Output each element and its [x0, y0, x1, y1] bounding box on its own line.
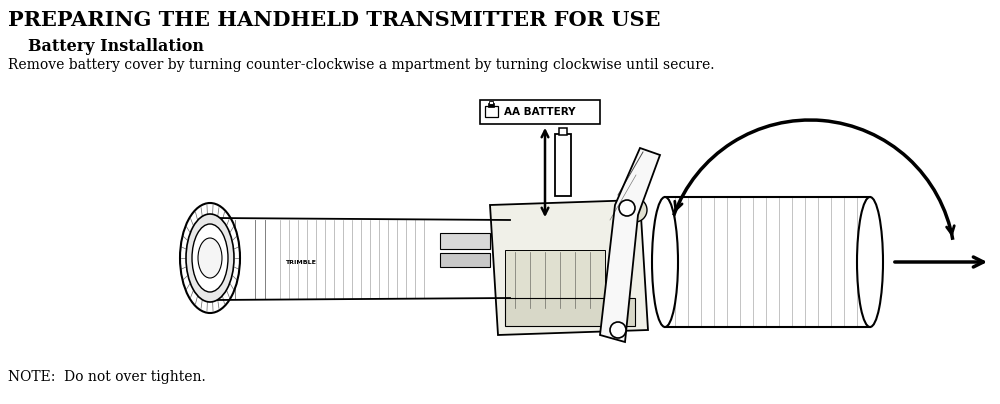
Ellipse shape [857, 197, 883, 327]
Polygon shape [600, 148, 660, 342]
Polygon shape [490, 200, 648, 335]
Text: TRIMBLE: TRIMBLE [285, 261, 315, 265]
Text: PREPARING THE HANDHELD TRANSMITTER FOR USE: PREPARING THE HANDHELD TRANSMITTER FOR U… [8, 10, 660, 30]
Text: AA BATTERY: AA BATTERY [504, 107, 576, 117]
Bar [505, 298, 635, 326]
Bar [440, 253, 490, 267]
Ellipse shape [192, 224, 228, 292]
Ellipse shape [186, 214, 234, 302]
Text: Remove battery cover by turning counter-clockwise a mpartment by turning clockwi: Remove battery cover by turning counter-… [8, 58, 714, 72]
Bar [488, 103, 494, 107]
Bar [440, 233, 490, 249]
Bar [505, 250, 605, 310]
Ellipse shape [610, 322, 626, 338]
Bar [555, 134, 571, 196]
Text: NOTE:  Do not over tighten.: NOTE: Do not over tighten. [8, 370, 206, 384]
Bar [485, 106, 498, 117]
Ellipse shape [180, 203, 240, 313]
Text: Battery Installation: Battery Installation [28, 38, 204, 55]
Bar [559, 128, 567, 135]
Polygon shape [215, 218, 510, 300]
Ellipse shape [652, 197, 678, 327]
Ellipse shape [198, 238, 222, 278]
Polygon shape [665, 197, 870, 327]
Bar [489, 101, 493, 104]
Ellipse shape [205, 208, 225, 308]
Ellipse shape [623, 198, 647, 222]
Ellipse shape [619, 200, 635, 216]
Bar [480, 100, 600, 124]
